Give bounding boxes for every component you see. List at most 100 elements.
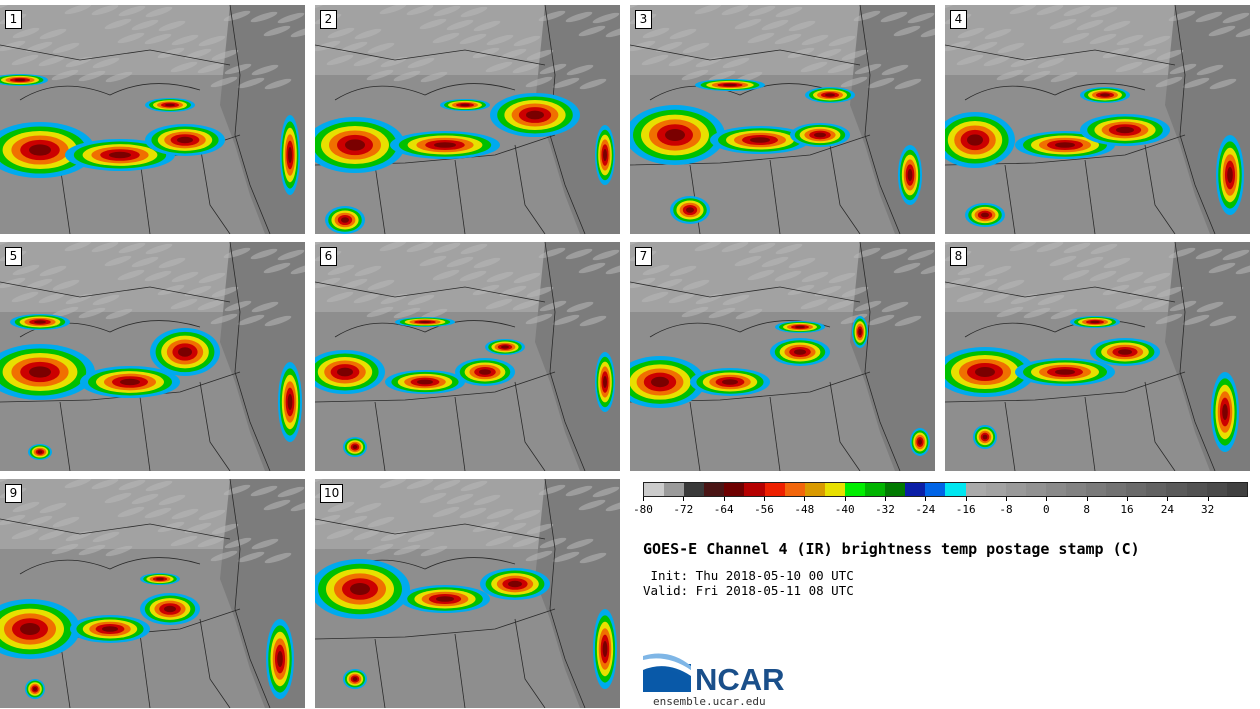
cloud-streak [983, 55, 1011, 67]
cloud-streak [682, 279, 710, 291]
boundary-line [1174, 5, 1216, 234]
boundary-line [229, 479, 271, 708]
ir-map [945, 5, 1250, 234]
boundary-line [139, 396, 151, 471]
convective-cloud [25, 679, 45, 699]
convective-cloud [280, 115, 300, 195]
colorbar-tick [1006, 497, 1007, 501]
cloud-streak [828, 272, 856, 284]
boundary-line [334, 83, 516, 101]
convective-cloud [440, 99, 490, 111]
cloud-streak [512, 536, 540, 548]
cloud-streak [840, 76, 868, 88]
boundary-line [139, 633, 151, 708]
colorbar-segment [1045, 483, 1066, 496]
cloud-streak [118, 242, 146, 254]
cloud-streak [486, 271, 514, 283]
cloud-streak [211, 49, 239, 61]
cloud-temp-contour [1055, 369, 1075, 375]
member-panel: 4 [945, 5, 1250, 234]
convective-cloud [1216, 135, 1244, 215]
cloud-streak [669, 265, 697, 277]
ir-map [630, 5, 935, 234]
cloud-streak [1116, 34, 1144, 46]
cloud-streak [264, 78, 292, 90]
cloud-temp-contour [1222, 404, 1228, 420]
cloud-streak [1009, 5, 1037, 15]
cloud-streak [893, 262, 921, 274]
convective-cloud [805, 87, 855, 103]
boundary-line [139, 159, 151, 234]
boundary-line [1084, 159, 1096, 234]
boundary-line [229, 242, 271, 471]
cloud-streak [419, 255, 447, 267]
cloud-streak [735, 308, 763, 320]
convective-cloud [1015, 358, 1115, 386]
cloud-streak [158, 20, 186, 32]
cloud-streak [144, 507, 172, 519]
cloud-streak [25, 41, 53, 53]
cloud-streak [118, 479, 146, 491]
colorbar-segment [985, 483, 1006, 496]
convective-cloud [852, 316, 868, 348]
convective-cloud [150, 328, 220, 376]
cloud-streak [800, 298, 828, 310]
cloud-streak [1129, 285, 1157, 297]
cloud-streak [526, 286, 554, 298]
cloud-temp-contour [1227, 167, 1233, 183]
cloud-temp-contour [722, 379, 738, 385]
cloud-streak [957, 27, 985, 39]
cloud-streak [473, 494, 501, 506]
cloud-streak [263, 25, 291, 37]
colorbar-tick-label: -64 [713, 503, 734, 516]
cloud-streak [197, 62, 225, 74]
cloud-streak [117, 269, 145, 281]
cloud-streak [353, 292, 381, 304]
panel-number: 10 [320, 484, 344, 503]
cloud-temp-contour [794, 349, 806, 355]
cloud-streak [25, 278, 53, 290]
convective-cloud [315, 117, 405, 173]
cloud-streak [379, 242, 407, 252]
cloud-streak [277, 12, 305, 24]
colorbar-tick [1046, 497, 1048, 501]
convective-cloud [1015, 131, 1115, 159]
cloud-streak [513, 272, 541, 284]
colorbar-tick [1086, 497, 1088, 501]
cloud-streak [1115, 61, 1143, 73]
cloud-streak [433, 242, 461, 254]
convective-cloud [898, 145, 922, 205]
cloud-streak [526, 49, 554, 61]
convective-cloud [490, 93, 580, 137]
cloud-streak [379, 479, 407, 489]
cloud-streak [460, 480, 488, 492]
cloud-streak [0, 277, 26, 289]
cloud-streak [1089, 270, 1117, 282]
cloud-temp-contour [982, 434, 988, 440]
convective-cloud [945, 347, 1035, 397]
boundary-line [1004, 164, 1016, 234]
cloud-streak [353, 529, 381, 541]
cloud-streak [171, 508, 199, 520]
cloud-streak [907, 249, 935, 261]
cloud-streak [694, 5, 722, 15]
boundary-line [945, 281, 1176, 303]
cloud-streak [11, 291, 39, 303]
ocean-region [535, 242, 620, 471]
cloud-streak [525, 76, 553, 88]
cloud-temp-contour [350, 583, 370, 595]
cloud-streak [184, 285, 212, 297]
cloud-streak [197, 299, 225, 311]
cloud-streak [881, 64, 909, 76]
cloud-streak [393, 70, 421, 82]
cloud-streak [12, 501, 40, 513]
cloud-streak [131, 493, 159, 505]
cloud-streak [997, 42, 1025, 54]
cloud-streak [854, 63, 882, 75]
colorbar-tick [1127, 497, 1128, 501]
boundary-line [859, 242, 901, 471]
colorbar-tick [925, 497, 927, 501]
boundary-line [945, 371, 1186, 403]
cloud-temp-contour [1090, 320, 1100, 324]
cloud-streak [1168, 247, 1196, 259]
